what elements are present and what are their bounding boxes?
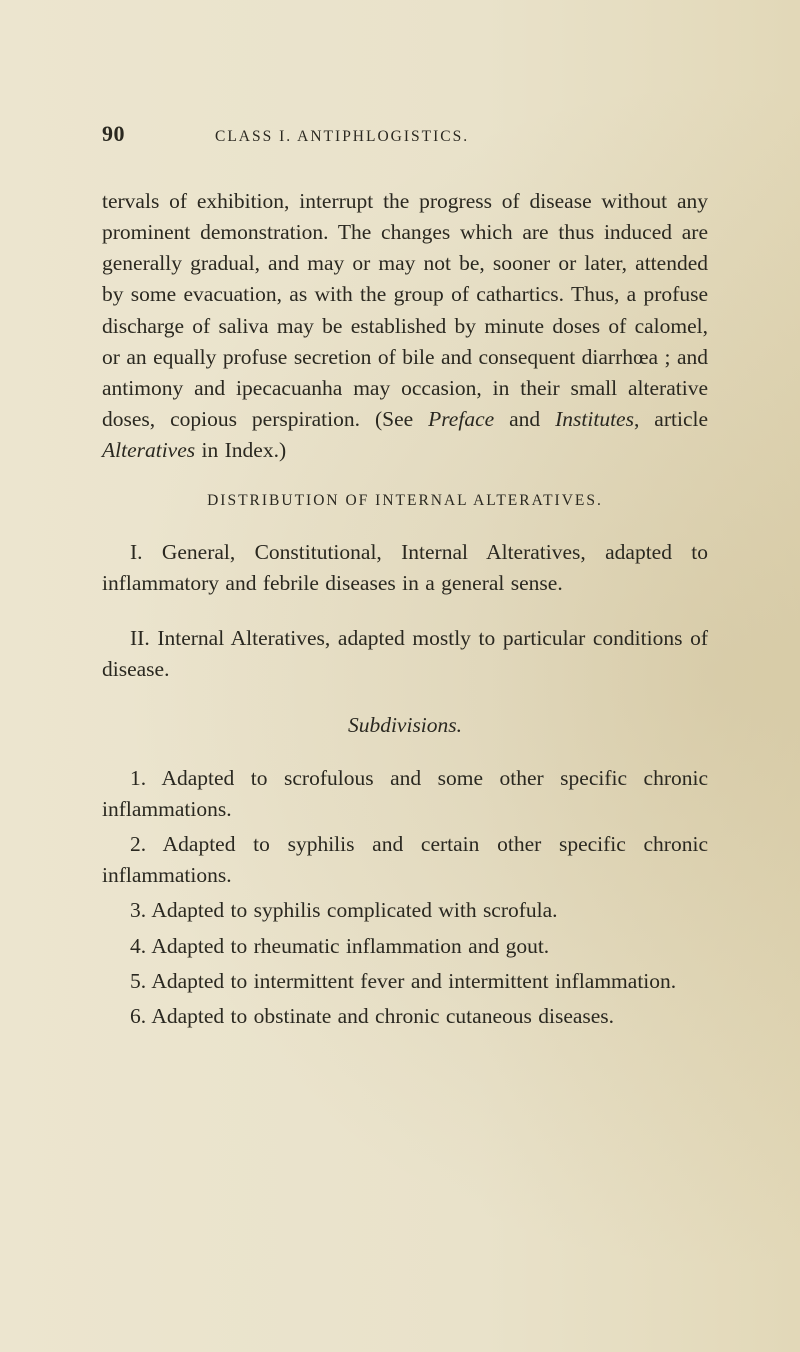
italic-alteratives: Alteratives xyxy=(102,438,195,462)
body-text: , article xyxy=(634,407,708,431)
list-item: 6. Adapted to obstinate and chronic cuta… xyxy=(102,1001,708,1032)
body-text: in Index.) xyxy=(195,438,286,462)
italic-institutes: Institutes xyxy=(555,407,634,431)
italic-preface: Preface xyxy=(428,407,494,431)
list-item: 3. Adapted to syphilis complicated with … xyxy=(102,895,708,926)
subdivisions-heading: Subdivisions. xyxy=(102,710,708,741)
list-item: 5. Adapted to intermittent fever and int… xyxy=(102,966,708,997)
paragraph-roman-1: I. General, Constitutional, Internal Alt… xyxy=(102,537,708,599)
body-text: tervals of exhibition, interrupt the pro… xyxy=(102,189,708,431)
page-number: 90 xyxy=(102,118,125,150)
subdivisions-list: 1. Adapted to scrofulous and some other … xyxy=(102,763,708,1032)
list-item: 2. Adapted to syphilis and certain other… xyxy=(102,829,708,891)
list-item: 1. Adapted to scrofulous and some other … xyxy=(102,763,708,825)
body-text: and xyxy=(494,407,555,431)
running-title: CLASS I. ANTIPHLOGISTICS. xyxy=(215,126,469,148)
paragraph-roman-2: II. Internal Alteratives, adapted mostly… xyxy=(102,623,708,685)
book-page: 90 CLASS I. ANTIPHLOGISTICS. tervals of … xyxy=(0,0,800,1352)
running-head: 90 CLASS I. ANTIPHLOGISTICS. xyxy=(102,118,708,150)
body-paragraph-1: tervals of exhibition, interrupt the pro… xyxy=(102,186,708,467)
list-item: 4. Adapted to rheumatic inflammation and… xyxy=(102,931,708,962)
section-heading-distribution: DISTRIBUTION OF INTERNAL ALTERATIVES. xyxy=(102,490,708,512)
